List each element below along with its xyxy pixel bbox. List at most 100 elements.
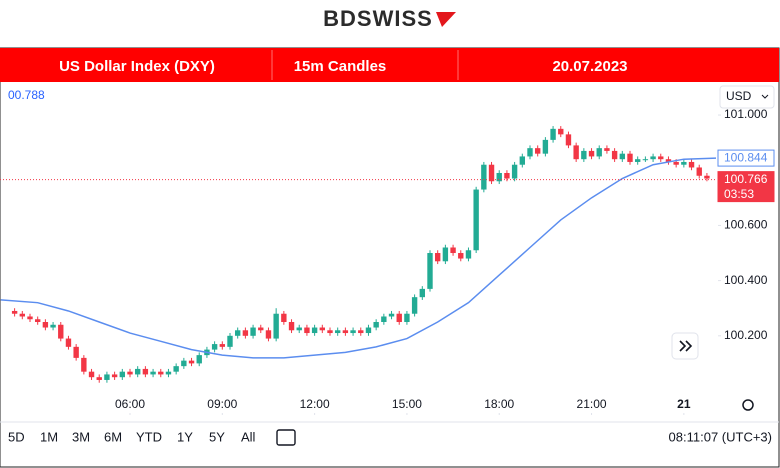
candle-body: [150, 371, 156, 375]
candle-body: [411, 297, 418, 314]
candle-body: [511, 164, 518, 179]
candle-body: [311, 327, 318, 334]
candle-body: [342, 330, 349, 334]
candle-body: [658, 156, 664, 160]
candle-body: [96, 377, 102, 380]
candle-body: [627, 153, 633, 162]
candle-body: [73, 346, 79, 358]
candle-body: [181, 360, 187, 367]
candle-body: [704, 175, 710, 179]
chevron: [761, 94, 769, 99]
candle-body: [604, 148, 610, 151]
x-tick-label: 09:00: [207, 397, 237, 411]
candle-body: [304, 327, 310, 334]
candle-body: [596, 148, 602, 157]
candle-body: [235, 330, 241, 336]
candle-body: [127, 371, 133, 375]
candle-body: [611, 150, 618, 160]
candle-body: [58, 324, 64, 339]
candle-body: [165, 371, 172, 375]
price-box: [717, 149, 775, 167]
candle-body: [635, 159, 641, 162]
scroll-icon: [679, 340, 693, 352]
moving-average: [0, 157, 716, 359]
candle-body: [427, 253, 433, 289]
clock: 08:11:07 (UTC+3): [669, 429, 772, 444]
candle-body: [335, 330, 341, 334]
y-tick-label: 100.400: [724, 273, 768, 287]
range-button[interactable]: 5D: [8, 429, 25, 444]
settings[interactable]: [742, 399, 754, 411]
candle-body: [396, 313, 402, 323]
candle-body: [558, 128, 564, 135]
candle-body: [50, 324, 56, 328]
candle-body: [458, 253, 464, 259]
x-tick-label: 21:00: [577, 397, 607, 411]
candle-body: [650, 156, 656, 160]
range-button[interactable]: All: [241, 429, 256, 444]
candle-body: [519, 156, 525, 165]
range-button[interactable]: 1Y: [177, 429, 193, 444]
candle-body: [327, 330, 333, 334]
calendar-icon[interactable]: [276, 429, 296, 446]
candle-body: [588, 150, 595, 157]
candle-body: [496, 172, 502, 182]
candle-body: [319, 327, 325, 331]
candle-body: [565, 134, 572, 146]
candle-body: [673, 161, 679, 165]
range-button[interactable]: 6M: [104, 429, 122, 444]
candle-body: [381, 316, 387, 323]
candle-body: [188, 360, 195, 364]
y-tick-label: 100.200: [724, 328, 768, 342]
range-button[interactable]: 3M: [72, 429, 90, 444]
candle-body: [158, 371, 164, 375]
candle-body: [619, 153, 625, 160]
range-button[interactable]: 5Y: [209, 429, 225, 444]
instrument: US Dollar Index (DXY): [59, 58, 215, 75]
candle-body: [104, 374, 110, 380]
x-tick-label: 12:00: [300, 397, 330, 411]
candle-body: [42, 322, 49, 328]
candle-body: [581, 150, 587, 160]
candle-body: [504, 172, 510, 179]
currency: USD: [726, 89, 752, 103]
candle-body: [227, 335, 233, 347]
candle-body: [465, 250, 472, 259]
candle-body: [35, 319, 41, 323]
candle-body: [119, 371, 125, 378]
candle-body: [65, 338, 72, 347]
candle-body: [265, 330, 272, 339]
candle-body: [296, 327, 302, 331]
candle-body: [81, 357, 87, 372]
currency-select[interactable]: [719, 85, 775, 109]
logo-mark: [436, 12, 456, 27]
x-tick-label: 15:00: [392, 397, 422, 411]
candle-body: [242, 330, 249, 336]
price-box: [717, 171, 775, 203]
candle-body: [665, 159, 672, 162]
candle-body: [388, 313, 395, 317]
candle-body: [573, 145, 579, 160]
candle-body: [681, 161, 687, 165]
candle-body: [258, 327, 264, 331]
banner: [0, 48, 779, 82]
candle-body: [196, 355, 202, 364]
candle-body: [419, 288, 425, 298]
y-tick-label: 101.000: [724, 107, 768, 121]
timeframe: 15m Candles: [294, 58, 387, 75]
legend-value: 00.788: [8, 88, 45, 102]
candle-body: [404, 313, 410, 323]
candle-body: [142, 368, 149, 375]
candle-body: [11, 310, 18, 314]
candle-body: [27, 316, 33, 320]
logo: BDSWISS: [323, 6, 433, 31]
price-label: 100.766: [724, 172, 768, 186]
candle-body: [19, 313, 25, 317]
candle-body: [550, 128, 556, 140]
range-button[interactable]: 1M: [40, 429, 58, 444]
candle-body: [473, 189, 479, 251]
candle-body: [281, 313, 287, 323]
range-button[interactable]: YTD: [136, 429, 162, 444]
price-label: 100.844: [724, 150, 768, 164]
candle-body: [481, 164, 487, 190]
